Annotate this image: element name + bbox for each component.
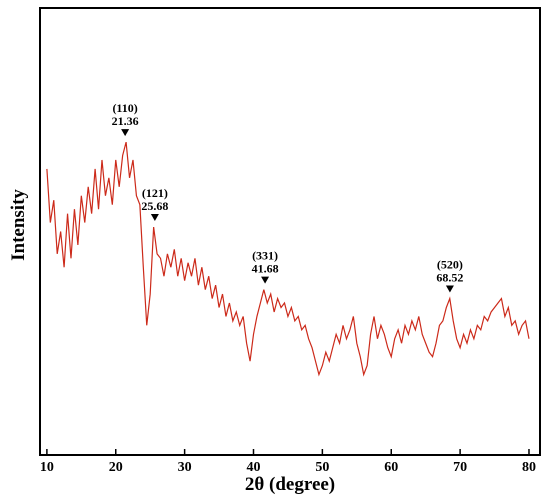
y-axis-label: Intensity xyxy=(8,189,29,261)
x-tick-label: 40 xyxy=(246,460,260,475)
x-tick-label: 70 xyxy=(453,460,467,475)
peak-marker xyxy=(150,214,159,222)
peak-hkl: (331) xyxy=(252,249,278,263)
peak-marker xyxy=(121,129,130,137)
peak-marker xyxy=(261,276,270,284)
x-tick-label: 50 xyxy=(315,460,329,475)
peak-hkl: (520) xyxy=(437,258,463,272)
peak-marker xyxy=(445,285,454,293)
x-tick-label: 30 xyxy=(178,460,192,475)
peak-position: 25.68 xyxy=(141,199,168,213)
x-tick-label: 20 xyxy=(109,460,123,475)
plot-frame xyxy=(39,7,541,456)
data-line xyxy=(46,141,530,377)
peak-position: 21.36 xyxy=(112,114,139,128)
x-tick-label: 80 xyxy=(522,460,536,475)
peak-position: 68.52 xyxy=(436,271,463,285)
x-tick-label: 10 xyxy=(40,460,54,475)
peak-hkl: (121) xyxy=(142,186,168,200)
x-axis-label: 2θ (degree) xyxy=(245,474,335,495)
peak-position: 41.68 xyxy=(252,262,279,276)
x-tick-label: 60 xyxy=(384,460,398,475)
peak-hkl: (110) xyxy=(112,101,137,115)
